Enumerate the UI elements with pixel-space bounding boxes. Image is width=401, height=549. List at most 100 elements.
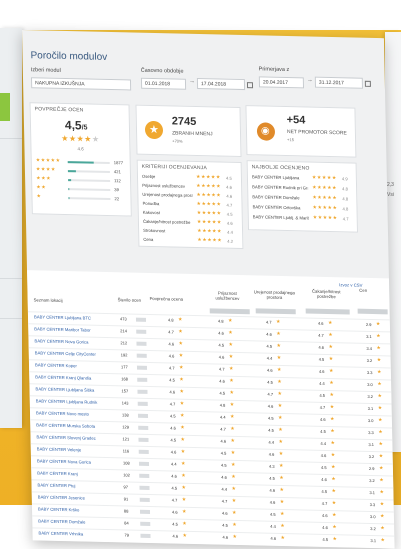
review-count: 97	[123, 484, 129, 490]
location-link[interactable]: BABY CENTER Celje CityCenter	[34, 350, 96, 357]
criteria-stars: ★★★★★	[196, 210, 222, 217]
column-header-count[interactable]: Število ocen	[117, 297, 142, 303]
rating-star-icon: ★	[178, 328, 183, 335]
rating-star-icon: ★	[278, 438, 283, 446]
rating-star-icon: ★	[328, 332, 333, 339]
price-score: 3.2	[366, 357, 373, 364]
column-header-price[interactable]: Cen	[359, 287, 368, 293]
friendliness-score: 4.5	[219, 390, 226, 396]
sort-bar[interactable]	[209, 308, 250, 315]
tidiness-score: 4.6	[269, 499, 276, 505]
review-count: 129	[122, 424, 129, 430]
review-count: 143	[121, 400, 129, 406]
location-link[interactable]: BABY CENTER Ljubljana BTC	[33, 314, 91, 321]
period-to-input[interactable]: 17.04.2018	[196, 77, 246, 91]
location-link[interactable]: BABY CENTER Ptuj	[37, 482, 76, 489]
page-title: Poročilo modulov	[30, 50, 108, 63]
average-score: 4.7	[169, 401, 176, 407]
rating-star-icon: ★	[229, 401, 235, 408]
location-link[interactable]: BABY CENTER Vrhnika	[38, 530, 84, 537]
friendliness-score: 4.6	[220, 438, 227, 444]
compare-from-input[interactable]: 20.04.2017	[258, 76, 305, 89]
location-link[interactable]: BABY CENTER Maribor Tabor	[34, 326, 91, 333]
column-header-tidiness[interactable]: Urejenost prodajnega prostora	[253, 289, 295, 300]
friendliness-score: 4.4	[219, 414, 226, 420]
tidiness-score: 4.5	[267, 415, 274, 421]
criteria-label: Urejenost prodajnega prostora	[142, 191, 193, 198]
right-panel-label: 2,3	[387, 182, 394, 188]
average-value: 4,5/5	[64, 117, 88, 133]
average-score: 4.6	[171, 473, 177, 479]
count-bar	[138, 425, 149, 430]
waiting-score: 4.6	[320, 452, 327, 459]
waiting-score: 4.6	[321, 512, 328, 519]
best-location-label: BABY CENTER Celovška	[252, 204, 301, 211]
sort-bar[interactable]	[255, 308, 296, 315]
location-link[interactable]: BABY CENTER Koper	[34, 362, 77, 369]
rating-star-icon: ★	[177, 316, 183, 323]
best-location-value: 4.8	[342, 206, 349, 212]
review-count: 214	[120, 328, 127, 334]
location-link[interactable]: BABY CENTER Nova Gorica	[34, 338, 89, 345]
criteria-label: Osebje	[141, 173, 156, 180]
compare-to-input[interactable]: 31.12.2017	[314, 76, 363, 89]
tidiness-score: 4.6	[270, 535, 277, 541]
rating-star-icon: ★	[379, 477, 384, 484]
column-header-average[interactable]: Povprečna ocena	[149, 295, 184, 302]
calendar-icon[interactable]	[364, 80, 371, 87]
rating-star-icon: ★	[178, 364, 184, 371]
average-score: 4.5	[172, 521, 178, 527]
location-link[interactable]: BABY CENTER Domžale	[38, 518, 86, 525]
tidiness-score: 4.5	[266, 343, 273, 349]
friendliness-score: 4.6	[219, 378, 225, 384]
tidiness-score: 4.4	[268, 439, 275, 445]
location-link[interactable]: BABY CENTER Kranj Qlandia	[35, 374, 92, 381]
sort-bar[interactable]	[305, 308, 350, 315]
column-header-friendliness[interactable]: Prijaznost uslužbencev	[215, 290, 240, 301]
price-score: 3.0	[367, 381, 373, 388]
rating-star-icon: ★	[377, 393, 382, 400]
divider	[0, 318, 22, 319]
price-score: 3.2	[369, 477, 375, 484]
review-count: 116	[122, 448, 130, 454]
waiting-score: 4.5	[318, 356, 325, 362]
module-select[interactable]: NAKUPNA IZKUŠNJA	[30, 77, 132, 91]
friendliness-score: 4.4	[221, 486, 228, 492]
location-link[interactable]: BABY CENTER Kranj	[37, 470, 78, 477]
rating-star-icon: ★	[276, 366, 282, 373]
average-score: 4.5	[171, 485, 178, 491]
count-bar	[139, 473, 150, 478]
price-score: 3.1	[367, 405, 374, 412]
period-from-input[interactable]: 01.01.2018	[140, 77, 187, 90]
tidiness-score: 4.6	[269, 487, 276, 493]
rating-star-icon: ★	[378, 453, 384, 460]
criteria-list: Osebje ★★★★★ 4.5 Prijaznost uslužbencev ★★★★…	[138, 161, 241, 244]
sort-bar[interactable]	[357, 308, 388, 315]
location-link[interactable]: BABY CENTER Murska Sobota	[36, 422, 96, 429]
friendliness-score: 4.7	[220, 426, 226, 432]
average-score: 4.5	[170, 437, 177, 443]
friendliness-score: 4.6	[221, 474, 227, 480]
location-link[interactable]: BABY CENTER Krško	[37, 506, 80, 513]
location-link[interactable]: BABY CENTER Nova Gorica	[36, 458, 91, 465]
card-title: KRITERIJI OCENJEVANJA	[141, 163, 208, 172]
location-link[interactable]: BABY CENTER Ljubljana Šiška	[35, 386, 95, 393]
rating-star-icon: ★	[231, 473, 236, 480]
location-link[interactable]: BABY CENTER Slovenj Gradec	[36, 434, 96, 441]
rating-star-icon: ★	[231, 485, 237, 492]
price-score: 3.3	[366, 369, 373, 376]
rating-star-icon: ★	[377, 381, 382, 388]
location-link[interactable]: BABY CENTER Velenje	[36, 446, 82, 453]
calendar-icon[interactable]	[246, 82, 254, 89]
column-header-waiting[interactable]: Čakanje/hitrost postrežbe	[311, 288, 341, 300]
average-score: 4.4	[170, 461, 177, 467]
column-header-name[interactable]: Seznam lokacij	[33, 297, 63, 303]
location-link[interactable]: BABY CENTER Jesenice	[37, 494, 85, 501]
criteria-label: Čakanje/hitrost postrežbe	[142, 218, 191, 225]
waiting-score: 4.4	[319, 380, 325, 386]
rating-star-icon: ★	[180, 460, 186, 467]
price-score: 3.2	[368, 453, 375, 460]
location-link[interactable]: BABY CENTER Ljubljana Rudnik	[35, 398, 98, 405]
location-link[interactable]: BABY CENTER Novo mesto	[35, 410, 90, 417]
tidiness-score: 4.4	[266, 355, 273, 361]
